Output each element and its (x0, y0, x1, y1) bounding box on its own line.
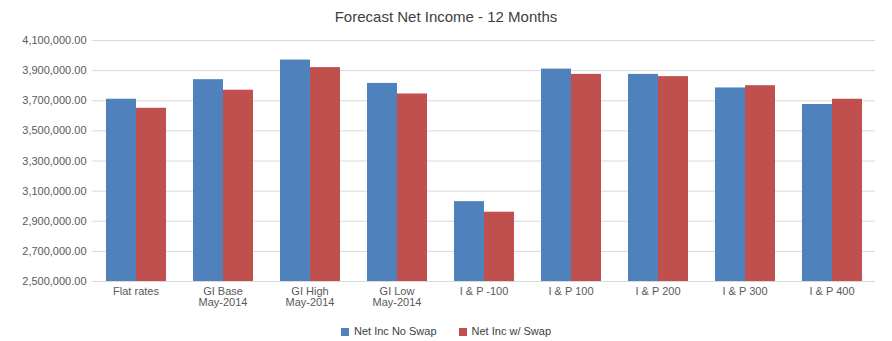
svg-text:Flat rates: Flat rates (113, 285, 159, 297)
svg-text:3,500,000.00: 3,500,000.00 (22, 124, 86, 136)
svg-text:3,700,000.00: 3,700,000.00 (22, 94, 86, 106)
svg-text:I & P 300: I & P 300 (722, 285, 767, 297)
svg-text:I & P 400: I & P 400 (809, 285, 854, 297)
svg-text:2,500,000.00: 2,500,000.00 (22, 275, 86, 287)
svg-text:4,100,000.00: 4,100,000.00 (22, 34, 86, 46)
html-text:Net Inc w/ Swap: Net Inc w/ Swap (471, 325, 551, 337)
svg-text:GI HighMay-2014: GI HighMay-2014 (286, 285, 335, 308)
svg-text:3,300,000.00: 3,300,000.00 (22, 155, 86, 167)
svg-text:I & P 200: I & P 200 (635, 285, 680, 297)
svg-text:I & P -100: I & P -100 (460, 285, 509, 297)
svg-text:I & P 100: I & P 100 (548, 285, 593, 297)
svg-text:2,900,000.00: 2,900,000.00 (22, 215, 86, 227)
html-text:Forecast Net Income - 12 Month: Forecast Net Income - 12 Months (334, 8, 558, 25)
svg-text:GI LowMay-2014: GI LowMay-2014 (373, 285, 422, 308)
svg-text:3,100,000.00: 3,100,000.00 (22, 185, 86, 197)
svg-text:3,900,000.00: 3,900,000.00 (22, 64, 86, 76)
html-text:Net Inc No Swap: Net Inc No Swap (354, 325, 437, 337)
svg-text:GI BaseMay-2014: GI BaseMay-2014 (199, 285, 248, 308)
svg-text:2,700,000.00: 2,700,000.00 (22, 245, 86, 257)
